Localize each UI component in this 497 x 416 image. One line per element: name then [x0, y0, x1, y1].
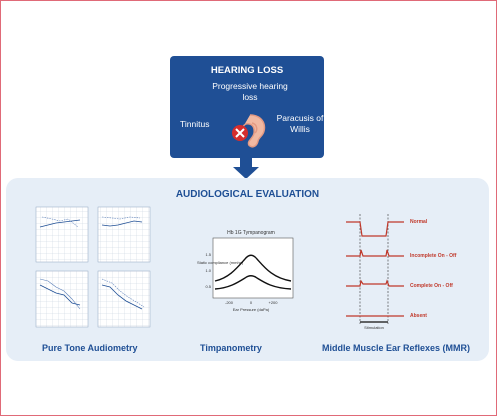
hearing-loss-title: HEARING LOSS	[210, 65, 284, 76]
reflex-traces: Normal Incomplete On - Off Complete On -…	[346, 214, 457, 330]
progressive-hearing-loss-label: Progressive hearing loss	[212, 81, 288, 102]
tympanogram-ylabel: Static compliance (mmho)	[197, 260, 244, 265]
tinnitus-label: Tinnitus	[180, 119, 210, 129]
audiogram-4	[97, 270, 151, 328]
paracusis-label: Paracusis of Willis	[276, 113, 324, 134]
ear-icon	[242, 114, 266, 148]
tymp-ytick-3: 0.5	[205, 284, 211, 289]
audiological-evaluation-panel: AUDIOLOGICAL EVALUATION	[6, 178, 489, 361]
tymp-xtick-3: +200	[268, 300, 278, 305]
tympanogram-xlabel: Ear Pressure (daPa)	[233, 307, 270, 312]
trace-normal-label: Normal	[410, 219, 428, 225]
audiograms	[35, 206, 151, 328]
down-arrow-icon	[233, 158, 259, 179]
tympanogram: Hb 1G Tympanogram Static compliance (mmh…	[197, 230, 294, 312]
trace-normal	[346, 221, 404, 237]
mmr-label: Middle Muscle Ear Reflexes (MMR)	[322, 343, 471, 353]
tymp-xtick-1: -200	[225, 300, 234, 305]
trace-complete	[346, 279, 404, 287]
audiogram-1	[35, 206, 89, 263]
audiogram-2	[97, 206, 151, 263]
tymp-ytick-1: 1.5	[205, 252, 211, 257]
stimulus-label: Stimulation	[364, 325, 384, 330]
audiogram-grid	[28, 205, 156, 335]
pure-tone-audiometry-label: Pure Tone Audiometry	[42, 343, 138, 353]
trace-absent-label: Absent	[410, 313, 427, 319]
audiological-evaluation-title: AUDIOLOGICAL EVALUATION	[175, 189, 320, 200]
tymp-ytick-2: 1.0	[205, 268, 211, 273]
trace-incomplete	[346, 249, 404, 257]
audiogram-3	[35, 270, 89, 328]
hearing-loss-box: HEARING LOSS Progressive hearing loss Ti…	[170, 56, 324, 158]
tympanometry-label: Timpanometry	[200, 343, 262, 353]
trace-incomplete-label: Incomplete On - Off	[410, 253, 457, 259]
trace-complete-label: Complete On - Off	[410, 283, 453, 289]
tympanogram-title: Hb 1G Tympanogram	[227, 230, 275, 236]
tymp-xtick-2: 0	[250, 300, 253, 305]
no-hearing-icon	[232, 125, 248, 141]
